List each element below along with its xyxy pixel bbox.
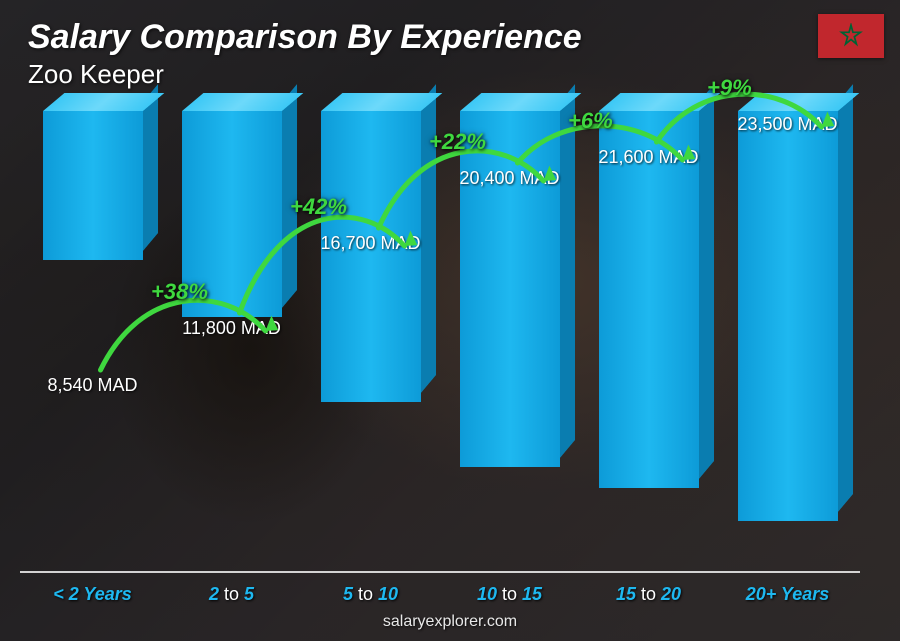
bar-category-label: 10 to 15 <box>440 584 580 605</box>
bar-category-label: 20+ Years <box>718 584 858 605</box>
growth-label: +6% <box>568 108 613 134</box>
bar-front-face <box>460 111 560 467</box>
bar-category-label: 2 to 5 <box>162 584 302 605</box>
bar-top-face <box>599 93 720 111</box>
bar-value-label: 8,540 MAD <box>13 375 173 396</box>
star-icon <box>838 23 864 49</box>
bar-value-label: 16,700 MAD <box>291 233 451 254</box>
growth-label: +22% <box>429 129 486 155</box>
bar-slot: 16,700 MAD5 to 10 <box>308 111 433 571</box>
bar-slot: 11,800 MAD2 to 5 <box>169 111 294 571</box>
bar-category-label: 15 to 20 <box>579 584 719 605</box>
bar-slot: 21,600 MAD15 to 20 <box>586 111 711 571</box>
bar-value-label: 11,800 MAD <box>152 318 312 339</box>
bar-value-label: 20,400 MAD <box>430 168 590 189</box>
bar <box>43 111 143 260</box>
chart-title: Salary Comparison By Experience <box>28 18 582 57</box>
footer-attribution: salaryexplorer.com <box>0 613 900 631</box>
bar-category-label: 5 to 10 <box>301 584 441 605</box>
bar-top-face <box>460 93 581 111</box>
bar-front-face <box>321 111 421 402</box>
bar <box>738 111 838 521</box>
bar-value-label: 23,500 MAD <box>708 114 868 135</box>
x-axis-baseline <box>20 571 860 573</box>
chart-area: 8,540 MAD< 2 Years11,800 MAD2 to 516,700… <box>30 111 850 571</box>
bar <box>321 111 421 402</box>
chart-subtitle: Zoo Keeper <box>28 59 582 90</box>
bar-side-face <box>560 84 575 458</box>
growth-label: +9% <box>707 75 752 101</box>
bar-side-face <box>699 84 714 479</box>
bar-front-face <box>738 111 838 521</box>
bar-side-face <box>838 84 853 512</box>
bar-top-face <box>43 93 164 111</box>
bar-slot: 23,500 MAD20+ Years <box>725 111 850 571</box>
country-flag-morocco <box>818 14 884 58</box>
chart-header: Salary Comparison By Experience Zoo Keep… <box>28 18 582 90</box>
bar-value-label: 21,600 MAD <box>569 147 729 168</box>
bar-top-face <box>182 93 303 111</box>
growth-label: +38% <box>151 279 208 305</box>
bar-slot: 20,400 MAD10 to 15 <box>447 111 572 571</box>
bar <box>460 111 560 467</box>
bar-top-face <box>321 93 442 111</box>
bar-front-face <box>43 111 143 260</box>
bar-category-label: < 2 Years <box>23 584 163 605</box>
growth-label: +42% <box>290 194 347 220</box>
bar-top-face <box>738 93 859 111</box>
bar-slot: 8,540 MAD< 2 Years <box>30 111 155 571</box>
